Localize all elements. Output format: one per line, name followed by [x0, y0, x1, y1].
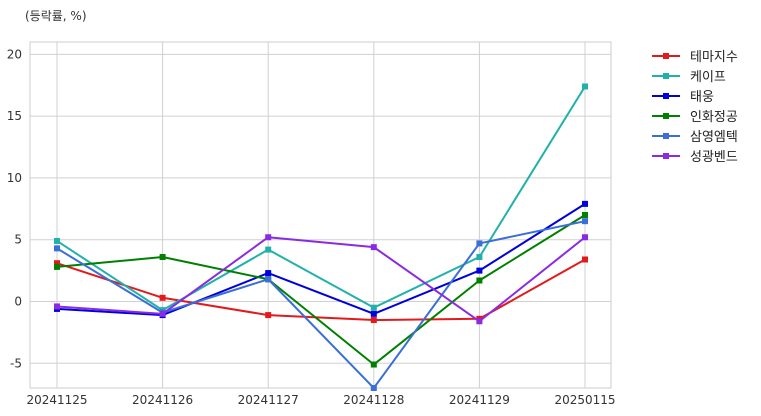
series-1-point-2: [265, 246, 272, 253]
legend-item-1: 케이프: [652, 70, 726, 85]
series-line-0: [56, 258, 586, 322]
series-line-2: [56, 203, 586, 317]
y-tick-label-3: 10: [7, 171, 22, 185]
y-axis-ticks: -5 0 5 10 15 20: [7, 47, 22, 370]
legend-label-4: 삼영엠텍: [690, 130, 738, 145]
grid-lines: [30, 42, 611, 388]
series-line-1: [56, 85, 586, 312]
x-tick-label-1: 20241126: [132, 393, 193, 407]
x-tick-label-3: 20241128: [343, 393, 404, 407]
legend-marker-2: [663, 93, 669, 99]
series-2-point-3: [370, 310, 377, 317]
series-0-point-1: [159, 294, 166, 301]
legend-label-2: 태웅: [690, 90, 714, 105]
series-3-point-1: [159, 254, 166, 261]
series-1-point-5: [582, 83, 588, 90]
series-5-point-2: [265, 234, 272, 241]
series-5-point-1: [159, 310, 166, 317]
series-5-point-3: [370, 244, 377, 251]
series-4-point-0: [54, 245, 60, 252]
series-5-point-0: [54, 303, 60, 310]
legend-item-0: 테마지수: [652, 50, 738, 65]
series-4-point-3: [370, 385, 377, 391]
series-line-5: [56, 236, 586, 323]
legend-marker-0: [663, 53, 669, 59]
series-5-point-4: [476, 318, 483, 325]
legend-item-4: 삼영엠텍: [652, 130, 738, 145]
series-5: [54, 234, 588, 325]
legend-marker-3: [663, 113, 669, 119]
series-4-point-2: [265, 276, 272, 283]
legend-label-0: 테마지수: [690, 50, 738, 65]
y-tick-label-2: 5: [14, 233, 22, 247]
series-line-4: [56, 220, 586, 389]
legend-marker-5: [663, 153, 669, 159]
legend-item-5: 성광벤드: [652, 150, 738, 165]
x-tick-label-5: 20250115: [554, 393, 615, 407]
unit-label: (등락률, %): [25, 9, 87, 23]
x-tick-label-0: 20241125: [26, 393, 87, 407]
legend-item-2: 태웅: [652, 90, 714, 105]
series-5-point-5: [582, 234, 588, 241]
y-tick-label-0: -5: [10, 356, 22, 370]
series-1-point-4: [476, 254, 483, 261]
series-4-point-4: [476, 240, 483, 247]
legend-label-1: 케이프: [690, 70, 726, 85]
y-tick-label-1: 0: [14, 295, 22, 309]
series-1-point-0: [54, 237, 60, 244]
legend-item-3: 인화정공: [652, 110, 738, 125]
legend-marker-1: [663, 73, 669, 79]
series-0-point-2: [265, 312, 272, 319]
x-tick-label-2: 20241127: [238, 393, 299, 407]
series-0-point-0: [54, 260, 60, 267]
series-2-point-2: [265, 270, 272, 277]
series-layer: [54, 83, 588, 391]
legend-label-5: 성광벤드: [690, 150, 738, 165]
series-0-point-3: [370, 317, 377, 324]
series-3-point-5: [582, 212, 588, 218]
series-2-point-5: [582, 200, 588, 207]
series-3-point-0: [54, 263, 60, 270]
legend-label-3: 인화정공: [690, 110, 738, 125]
legend-marker-4: [663, 133, 669, 139]
series-1-point-3: [370, 304, 377, 311]
series-0-point-5: [582, 256, 588, 263]
series-line-3: [56, 214, 586, 366]
series-4-point-5: [582, 218, 588, 225]
plot-area: [29, 41, 612, 389]
series-3-point-4: [476, 277, 483, 284]
series-3-point-3: [370, 361, 377, 368]
series-2-point-4: [476, 267, 483, 274]
y-tick-label-5: 20: [7, 47, 22, 61]
y-tick-label-4: 15: [7, 109, 22, 123]
x-axis-ticks: 20241125 20241126 20241127 20241128 20241129…: [26, 393, 615, 407]
x-tick-label-4: 20241129: [449, 393, 510, 407]
